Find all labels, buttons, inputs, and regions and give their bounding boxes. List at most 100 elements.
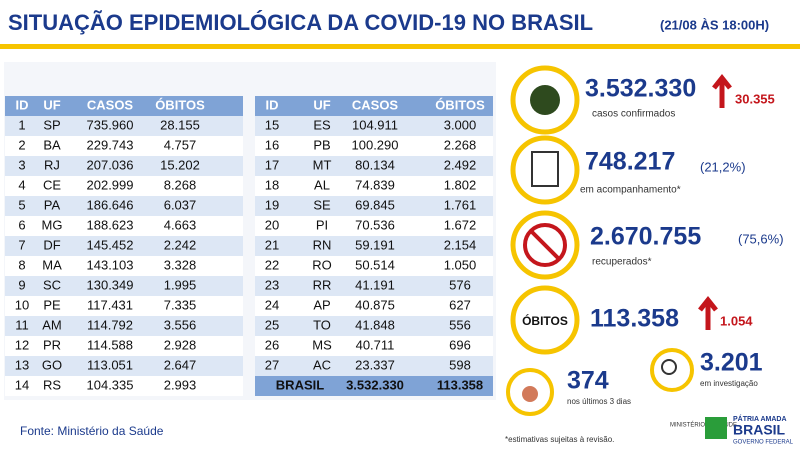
row-bg [5, 216, 243, 236]
investigation-value: 3.201 [700, 349, 763, 377]
cell: 130.349 [87, 277, 134, 292]
cell: 1.802 [444, 177, 477, 192]
row-bg [5, 316, 243, 336]
cell: 15 [265, 117, 279, 132]
cell: AP [313, 297, 330, 312]
lens [661, 359, 677, 375]
cell: MS [312, 337, 332, 352]
cell: MA [42, 257, 62, 272]
investigation-label: em investigação [700, 379, 758, 388]
cell: 23.337 [355, 357, 395, 372]
cards: 3.532.330 30.355 casos confirmados 748.2… [506, 65, 784, 416]
row-bg [255, 136, 493, 156]
column-header: UF [313, 97, 330, 112]
cell: MT [313, 157, 332, 172]
cell: 735.960 [87, 117, 134, 132]
country: BRASIL [733, 422, 786, 438]
cell: 576 [449, 277, 471, 292]
monitoring-percent: (21,2%) [700, 159, 746, 174]
cell: CE [43, 177, 61, 192]
cell: 627 [449, 297, 471, 312]
row-bg [5, 356, 243, 376]
cell: RN [313, 237, 332, 252]
column-header: CASOS [87, 97, 134, 112]
icon-deaths [510, 285, 580, 355]
cell: DF [43, 237, 60, 252]
column-header: ID [266, 97, 279, 112]
cell: 69.845 [355, 197, 395, 212]
row-bg [5, 136, 243, 156]
cell: 143.103 [87, 257, 134, 272]
cell: 70.536 [355, 217, 395, 232]
cell: SP [43, 117, 60, 132]
cell: AM [42, 317, 62, 332]
cell: 202.999 [87, 177, 134, 192]
cell: 1.995 [164, 277, 197, 292]
deaths-title: ÓBITOS [522, 313, 568, 328]
recent-label: nos últimos 3 dias [567, 397, 631, 406]
no-sign [523, 223, 567, 267]
monitoring-label: em acompanhamento* [580, 185, 681, 196]
cell: 1.672 [444, 217, 477, 232]
row-bg [5, 196, 243, 216]
cell: 113.051 [87, 357, 133, 372]
cell: PI [316, 217, 328, 232]
row-bg [255, 116, 493, 136]
cell: 5 [18, 197, 25, 212]
row-bg [5, 256, 243, 276]
cell: SE [313, 197, 331, 212]
deaths-increase: 1.054 [720, 313, 753, 328]
row-bg [255, 216, 493, 236]
cell: PA [44, 197, 61, 212]
cell: TO [313, 317, 331, 332]
cell: 59.191 [355, 237, 395, 252]
slogan: PÁTRIA AMADA [733, 414, 787, 423]
cell: 8 [18, 257, 25, 272]
cell: 19 [265, 197, 279, 212]
cell: 40.711 [356, 337, 395, 352]
cell: 2.993 [164, 377, 197, 392]
no-sign-bar [529, 229, 561, 261]
cell: 16 [265, 137, 279, 152]
cell: 188.623 [87, 217, 134, 232]
cell: RO [312, 257, 332, 272]
calendar [522, 386, 538, 402]
cell: 3.000 [444, 117, 477, 132]
recovered-value: 2.670.755 [590, 223, 701, 251]
confirmed-increase: 30.355 [735, 91, 775, 106]
row-bg [255, 196, 493, 216]
total-row [255, 376, 493, 396]
date: (21/08 ÀS 18:00H) [660, 17, 769, 32]
cell: 13 [15, 357, 29, 372]
cell: MG [42, 217, 63, 232]
cell: 27 [265, 357, 279, 372]
cell: 41.848 [355, 317, 395, 332]
ministry: MINISTÉRIO DA SAÚDE [670, 422, 737, 429]
row-bg [5, 156, 243, 176]
cell: PR [43, 337, 61, 352]
row-bg [255, 356, 493, 376]
cell: 3 [18, 157, 25, 172]
cell: RR [313, 277, 332, 292]
confirmed-value: 3.532.330 [585, 75, 696, 103]
cell: 4 [18, 177, 25, 192]
cell: 117.431 [87, 297, 133, 312]
cell: 1.761 [444, 197, 477, 212]
monitoring-value: 748.217 [585, 148, 675, 176]
confirmed-label: casos confirmados [592, 109, 675, 120]
cell: 556 [449, 317, 471, 332]
row-bg [255, 336, 493, 356]
cell: 104.335 [87, 377, 134, 392]
cell: 11 [15, 317, 29, 332]
cell: 7.335 [164, 297, 197, 312]
row-bg [255, 316, 493, 336]
row-bg [5, 176, 243, 196]
arrow [712, 73, 732, 108]
header-row [5, 96, 243, 116]
cell: 40.875 [355, 297, 395, 312]
arrow [698, 295, 718, 330]
cell: 21 [265, 237, 279, 252]
cell: BA [43, 137, 61, 152]
cell: PE [43, 297, 61, 312]
